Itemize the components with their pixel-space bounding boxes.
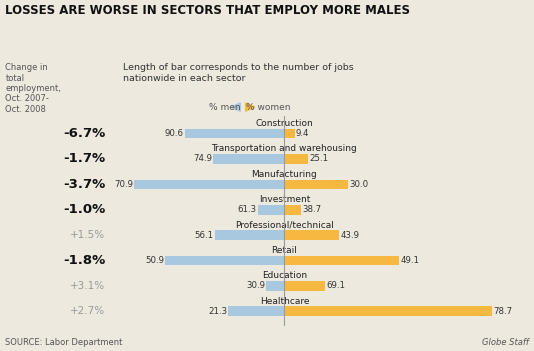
Text: Retail: Retail [271,246,297,255]
Bar [285,179,348,189]
Bar [285,129,295,138]
Bar [166,256,285,265]
Text: Professional/technical: Professional/technical [235,220,334,230]
Text: -6.7%: -6.7% [63,127,105,140]
Text: 25.1: 25.1 [310,154,328,164]
Text: 49.1: 49.1 [400,256,420,265]
Text: % men: % men [209,102,240,112]
Text: +3.1%: +3.1% [70,281,105,291]
Text: -1.0%: -1.0% [63,203,105,216]
Text: SOURCE: Labor Department: SOURCE: Labor Department [5,338,123,347]
Text: 56.1: 56.1 [194,231,214,240]
Text: -1.8%: -1.8% [63,254,105,267]
Text: LOSSES ARE WORSE IN SECTORS THAT EMPLOY MORE MALES: LOSSES ARE WORSE IN SECTORS THAT EMPLOY … [5,4,410,16]
Bar [229,306,285,316]
Text: 21.3: 21.3 [208,307,227,316]
Text: Healthcare: Healthcare [260,297,309,306]
Bar [257,205,285,214]
Text: 30.9: 30.9 [246,282,265,290]
Text: Length of bar corresponds to the number of jobs
nationwide in each sector: Length of bar corresponds to the number … [123,63,354,82]
Text: +1.5%: +1.5% [70,230,105,240]
Text: Education: Education [262,271,307,280]
Text: 50.9: 50.9 [145,256,164,265]
Text: 74.9: 74.9 [193,154,212,164]
Bar [285,205,301,214]
Bar [215,230,285,240]
Text: Manufacturing: Manufacturing [252,170,317,179]
Bar [285,154,308,164]
Text: 30.0: 30.0 [349,180,368,189]
Bar [285,306,492,316]
Text: 90.6: 90.6 [165,129,184,138]
Text: 61.3: 61.3 [237,205,256,214]
Text: 70.9: 70.9 [114,180,133,189]
Text: Globe Staff: Globe Staff [482,338,529,347]
Text: 78.7: 78.7 [493,307,512,316]
Text: -3.7%: -3.7% [63,178,105,191]
Bar [266,281,285,291]
Bar [185,129,285,138]
Bar [285,256,399,265]
Bar [213,154,285,164]
Text: 69.1: 69.1 [326,282,345,290]
Text: Transportation and warehousing: Transportation and warehousing [211,144,357,153]
Text: 9.4: 9.4 [296,129,309,138]
Bar [285,281,325,291]
Text: -1.7%: -1.7% [63,152,105,165]
Text: % women: % women [246,102,290,112]
Bar [285,230,339,240]
Text: Change in
total
employment,
Oct. 2007-
Oct. 2008: Change in total employment, Oct. 2007- O… [5,63,61,114]
Bar [134,179,285,189]
Text: Construction: Construction [256,119,313,128]
Text: +2.7%: +2.7% [70,306,105,316]
Text: Investment: Investment [259,195,310,204]
Text: 43.9: 43.9 [340,231,359,240]
Text: 38.7: 38.7 [303,205,321,214]
